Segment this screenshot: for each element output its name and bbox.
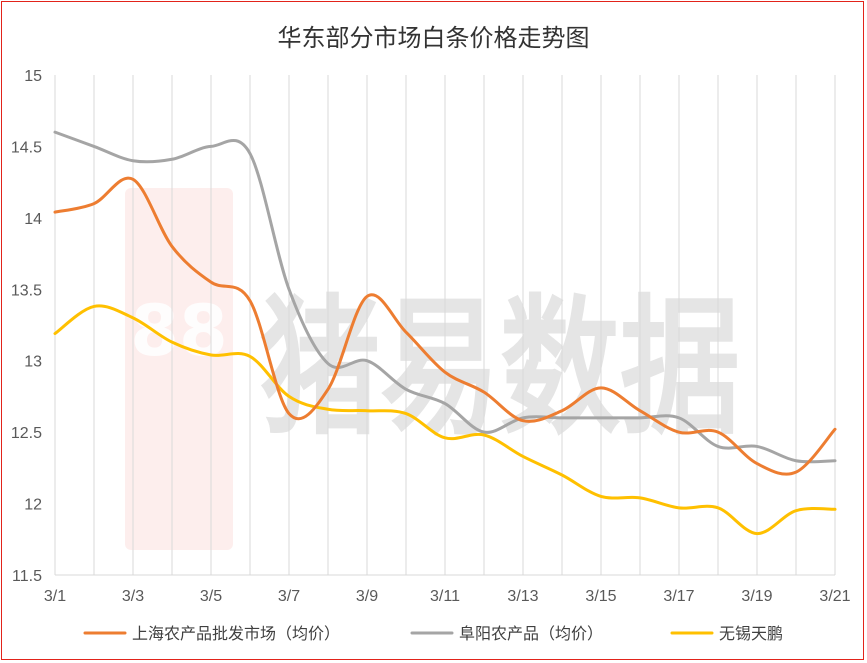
y-tick-label: 14.5 [11, 139, 42, 156]
series-line-3 [53, 304, 837, 536]
y-tick-label: 15 [24, 68, 42, 85]
x-tick-label: 3/1 [44, 588, 66, 605]
y-tick-label: 13.5 [11, 282, 42, 299]
x-tick-label: 3/17 [663, 588, 694, 605]
x-tick-label: 3/9 [356, 588, 378, 605]
legend-label-1: 上海农产品批发市场（均价） [132, 624, 340, 643]
legend-label-3: 无锡天鹏 [719, 624, 783, 643]
watermark: 88 猪易数据 [125, 188, 740, 550]
series-line-1 [53, 176, 837, 476]
x-tick-label: 3/19 [741, 588, 772, 605]
y-axis-ticks: 15 14.5 14 13.5 13 12.5 12 11.5 [11, 68, 42, 585]
y-tick-label: 12 [24, 497, 42, 514]
x-tick-label: 3/13 [507, 588, 538, 605]
y-tick-label: 12.5 [11, 425, 42, 442]
watermark-logo-digits: 88 [130, 290, 227, 372]
x-tick-label: 3/5 [200, 588, 222, 605]
y-tick-label: 13 [24, 354, 42, 371]
gridlines [54, 75, 836, 575]
y-tick-label: 14 [24, 211, 42, 228]
legend: 上海农产品批发市场（均价） 阜阳农产品（均价） 无锡天鹏 [83, 624, 783, 643]
x-tick-label: 3/7 [278, 588, 300, 605]
x-tick-label: 3/21 [819, 588, 850, 605]
chart-title: 华东部分市场白条价格走势图 [277, 24, 590, 52]
x-tick-label: 3/15 [585, 588, 616, 605]
series-line-2 [53, 130, 837, 464]
x-axis-ticks: 3/1 3/3 3/5 3/7 3/9 3/11 3/13 3/15 3/17 3/19 3/21 [44, 588, 851, 605]
y-tick-label: 11.5 [12, 568, 42, 585]
series-lines [53, 130, 837, 536]
x-tick-label: 3/3 [122, 588, 144, 605]
legend-label-2: 阜阳农产品（均价） [459, 624, 603, 643]
x-tick-label: 3/11 [430, 588, 460, 605]
